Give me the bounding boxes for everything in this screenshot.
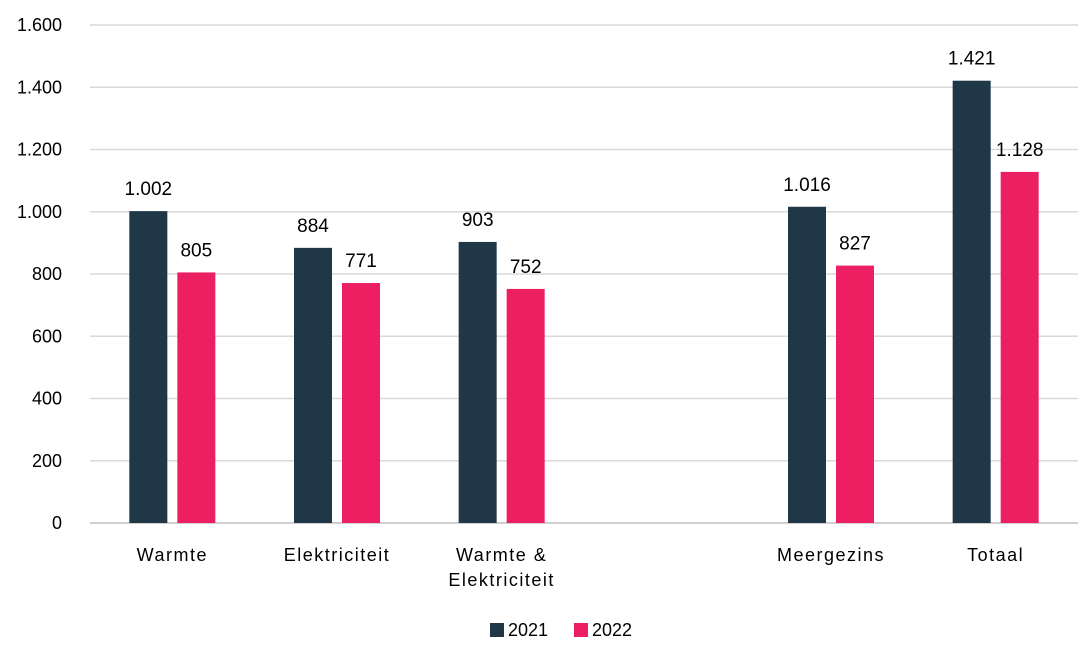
category-label: Warmte xyxy=(137,545,208,565)
data-label: 805 xyxy=(180,240,212,261)
legend: 2021 2022 xyxy=(490,620,632,640)
data-labels: 1.002 805 884 771 903 752 1.016 827 1.421 1.128 xyxy=(125,49,1044,278)
y-tick-label: 200 xyxy=(32,451,62,471)
data-label: 903 xyxy=(462,210,494,231)
y-tick-label: 400 xyxy=(32,389,62,409)
legend-label-2021: 2021 xyxy=(508,620,548,640)
bar-2021-totaal xyxy=(952,80,991,524)
y-tick-label: 600 xyxy=(32,326,62,346)
legend-label-2022: 2022 xyxy=(592,620,632,640)
bar-2022-meergezins xyxy=(836,265,874,523)
category-label: Totaal xyxy=(967,545,1024,565)
category-label: Warmte & Elektriciteit xyxy=(448,545,555,590)
x-axis-categories: Warmte Elektriciteit Warmte & Elektriciteit… xyxy=(137,545,1024,590)
category-label: Elektriciteit xyxy=(284,545,391,565)
bar-2022-totaal xyxy=(1000,171,1039,523)
bar-2022-elektriciteit xyxy=(342,283,380,523)
bar-2022-warmte xyxy=(177,272,216,523)
bars xyxy=(129,80,1039,524)
data-label: 1.002 xyxy=(125,179,173,200)
legend-swatch-2022 xyxy=(574,623,588,637)
y-tick-label: 1.200 xyxy=(17,140,62,160)
data-label: 827 xyxy=(839,234,871,255)
data-label: 884 xyxy=(297,216,329,237)
y-tick-label: 1.400 xyxy=(17,77,62,97)
bar-2021-meergezins xyxy=(788,206,826,523)
y-tick-label: 0 xyxy=(52,513,62,533)
bar-2021-elektriciteit xyxy=(294,247,332,524)
category-label: Meergezins xyxy=(777,545,885,565)
data-label: 771 xyxy=(345,251,377,272)
gridlines xyxy=(90,24,1078,524)
bar-2022-warmte-elektriciteit xyxy=(506,288,545,523)
data-label: 1.128 xyxy=(996,140,1044,161)
bar-2021-warmte-elektriciteit xyxy=(458,241,497,523)
y-tick-label: 1.600 xyxy=(17,15,62,35)
data-label: 752 xyxy=(510,257,542,278)
y-tick-label: 1.000 xyxy=(17,202,62,222)
legend-swatch-2021 xyxy=(490,623,504,637)
bar-2021-warmte xyxy=(129,211,168,523)
y-axis-ticks: 0 200 400 600 800 1.000 1.200 1.400 1.600 xyxy=(17,15,62,533)
data-label: 1.016 xyxy=(783,175,831,196)
data-label: 1.421 xyxy=(948,49,996,70)
y-tick-label: 800 xyxy=(32,264,62,284)
